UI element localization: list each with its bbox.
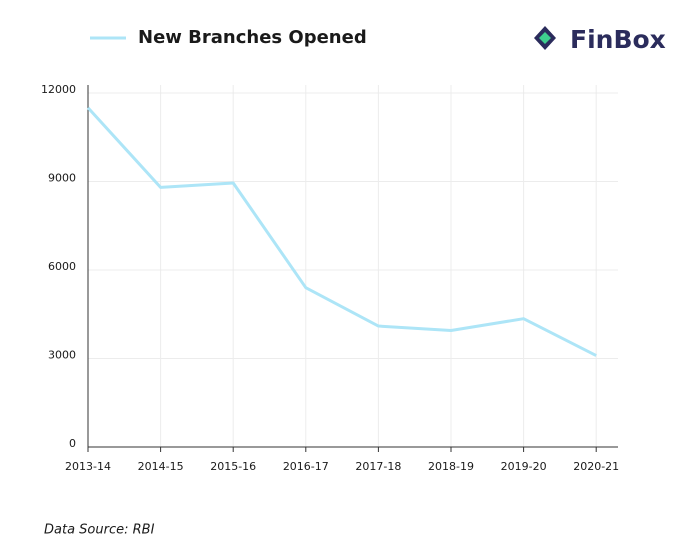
logo-icon-inner [539,32,551,44]
x-tick-label: 2015-16 [210,460,256,473]
x-tick-label: 2014-15 [138,460,184,473]
x-tick-label: 2017-18 [355,460,401,473]
logo: FinBox [534,25,666,54]
y-tick-label: 0 [69,437,76,450]
data-line [86,106,597,357]
y-tick-label: 12000 [41,83,76,96]
y-tick-label: 3000 [48,349,76,362]
y-tick-label: 6000 [48,260,76,273]
x-tick-label: 2013-14 [65,460,111,473]
x-tick-label: 2016-17 [283,460,329,473]
x-tick-label: 2019-20 [501,460,547,473]
x-tick-label: 2020-21 [573,460,619,473]
x-tick-label: 2018-19 [428,460,474,473]
source-note: Data Source: RBI [44,523,155,538]
legend-label: New Branches Opened [138,27,367,48]
y-tick-label: 9000 [48,172,76,185]
brand-name: FinBox [570,25,666,54]
